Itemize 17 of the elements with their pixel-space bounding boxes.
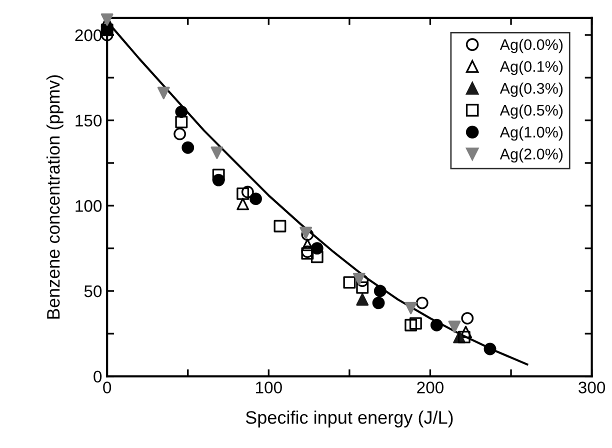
legend-label: Ag(0.5%)	[500, 104, 563, 119]
legend-label: Ag(0.0%)	[500, 38, 563, 54]
y-tick-label: 150	[76, 114, 102, 127]
y-tick-label: 50	[84, 285, 102, 298]
x-tick-label: 200	[417, 382, 444, 394]
x-tick-label: 0	[103, 382, 112, 394]
y-axis-title: Benzene concentration (ppmv)	[46, 75, 64, 319]
y-tick-label: 0	[94, 370, 102, 383]
y-tick-label: 100	[76, 200, 102, 212]
legend-label: Ag(1.0%)	[500, 126, 563, 141]
x-axis-title: Specific input energy (J/L)	[246, 410, 453, 428]
legend-label: Ag(0.3%)	[500, 82, 563, 97]
x-tick-label: 100	[256, 382, 282, 394]
legend-label: Ag(2.0%)	[500, 148, 563, 162]
y-tick-label: 200	[75, 29, 102, 42]
x-tick-label: 300	[578, 382, 606, 394]
legend-label: Ag(0.1%)	[500, 60, 563, 75]
